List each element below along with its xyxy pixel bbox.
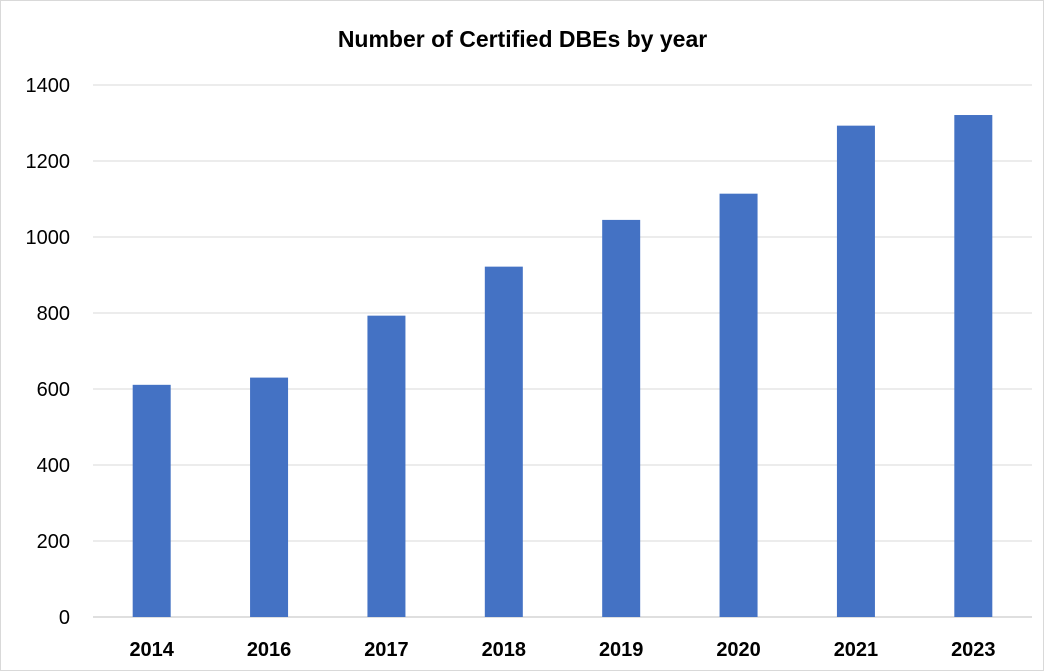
y-tick-label: 200 [37,531,70,553]
x-tick-label: 2016 [247,639,292,661]
bars [132,115,993,618]
x-tick-label: 2023 [951,639,996,661]
x-axis-ticks: 2014 2016 2017 2018 2019 2020 2021 2023 [129,639,995,661]
x-tick-label: 2017 [364,639,409,661]
y-axis-ticks: 0 200 400 600 800 1000 1200 1400 [26,75,71,629]
y-tick-label: 1400 [26,75,71,97]
y-tick-label: 600 [37,379,70,401]
bar-2023 [954,115,993,618]
y-tick-label: 400 [37,455,70,477]
bar-2021 [836,125,875,617]
bar-2018 [484,266,523,617]
bar-2019 [602,219,641,617]
y-tick-label: 0 [59,607,70,629]
y-tick-label: 800 [37,303,70,325]
chart-title: Number of Certified DBEs by year [337,26,708,52]
gridlines [93,84,1032,618]
y-tick-label: 1200 [26,151,71,173]
bar-2020 [719,193,758,617]
x-tick-label: 2020 [716,639,761,661]
x-tick-label: 2014 [129,639,174,661]
bar-2014 [132,384,171,617]
y-tick-label: 1000 [26,227,71,249]
bar-2016 [250,377,289,617]
x-tick-label: 2018 [482,639,527,661]
x-tick-label: 2019 [599,639,644,661]
x-tick-label: 2021 [834,639,879,661]
bar-2017 [367,315,406,617]
